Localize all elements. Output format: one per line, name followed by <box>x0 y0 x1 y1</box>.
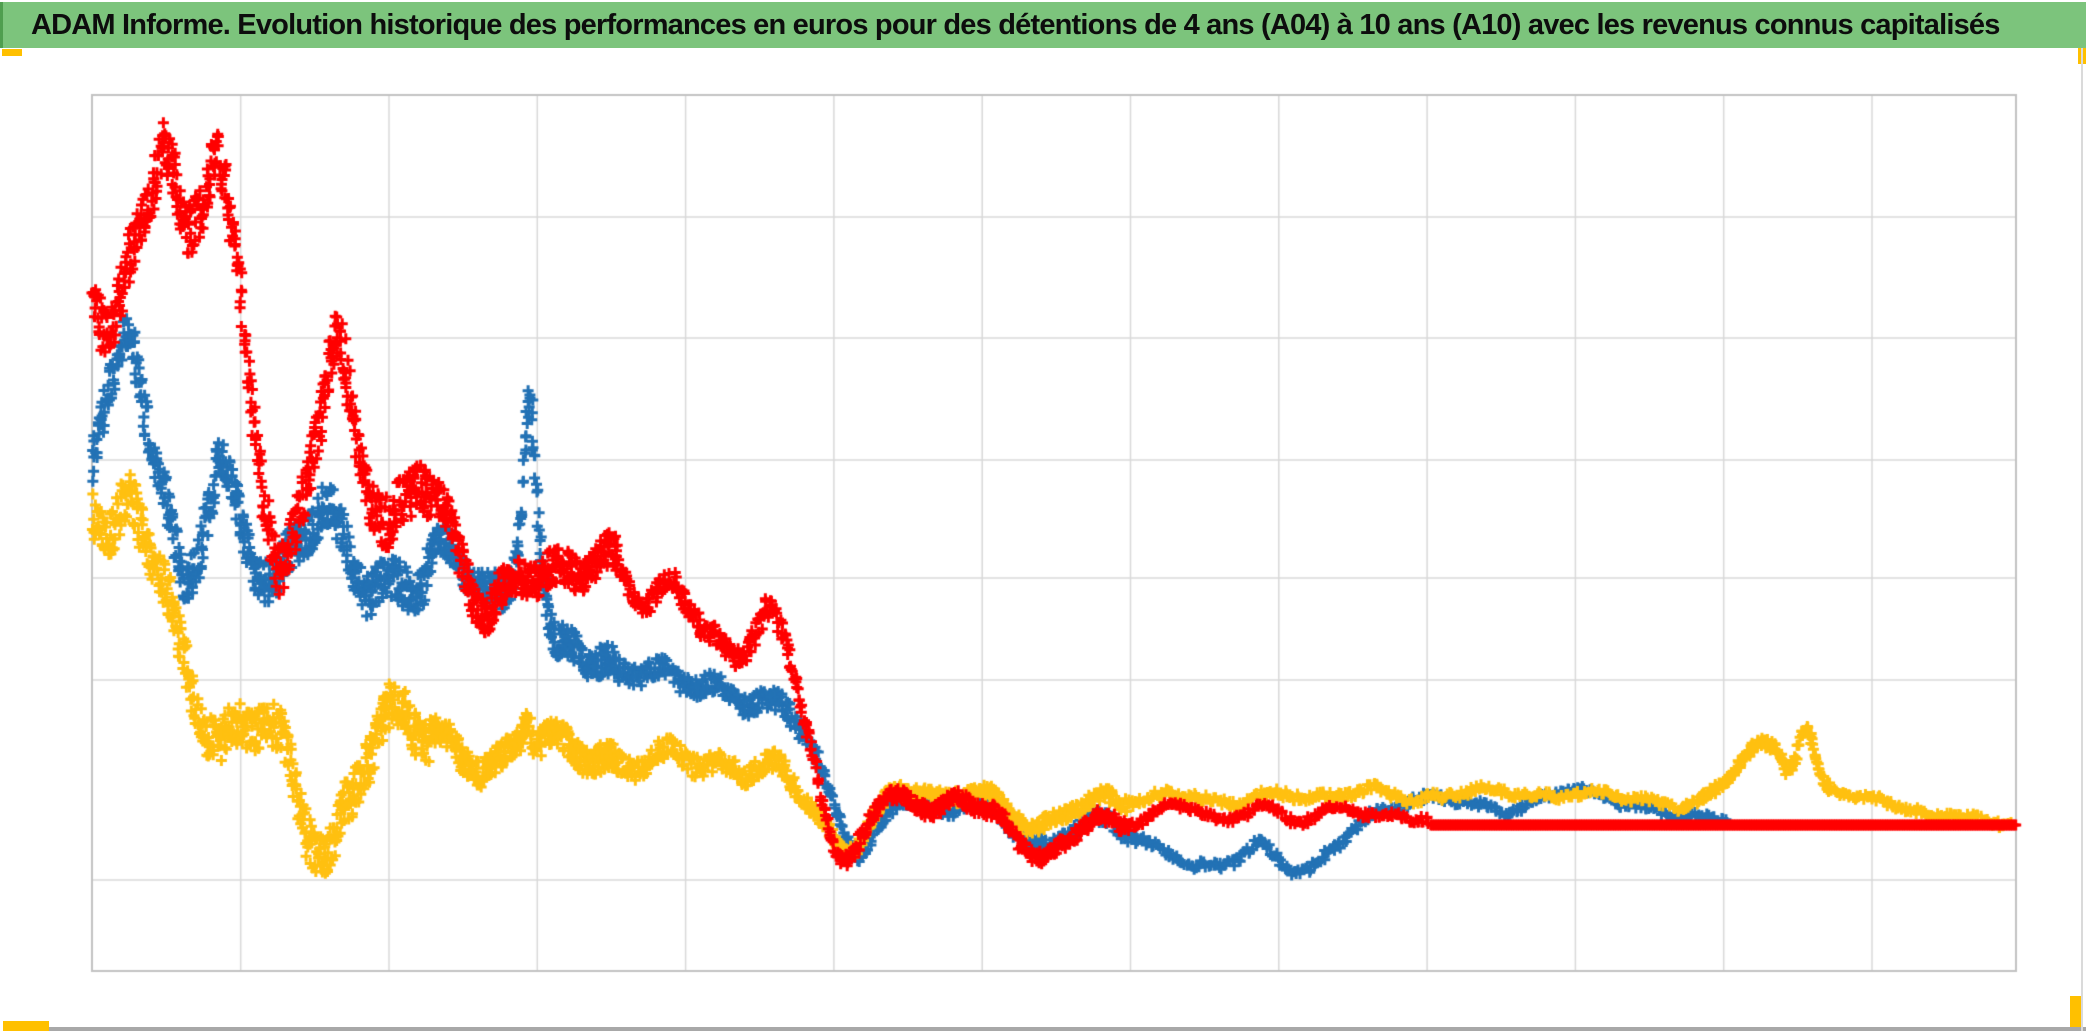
page-break-mark-bottom-right <box>2070 996 2082 1028</box>
page-break-mark-bottom-left <box>3 1021 49 1031</box>
title-bar-left-edge <box>0 2 3 48</box>
page-title: ADAM Informe. Evolution historique des p… <box>31 8 2000 41</box>
title-bar: ADAM Informe. Evolution historique des p… <box>0 2 2086 48</box>
page-break-mark-top-left <box>2 49 22 56</box>
page-right-border <box>2081 48 2083 1031</box>
page-bottom-border <box>49 1027 2086 1031</box>
